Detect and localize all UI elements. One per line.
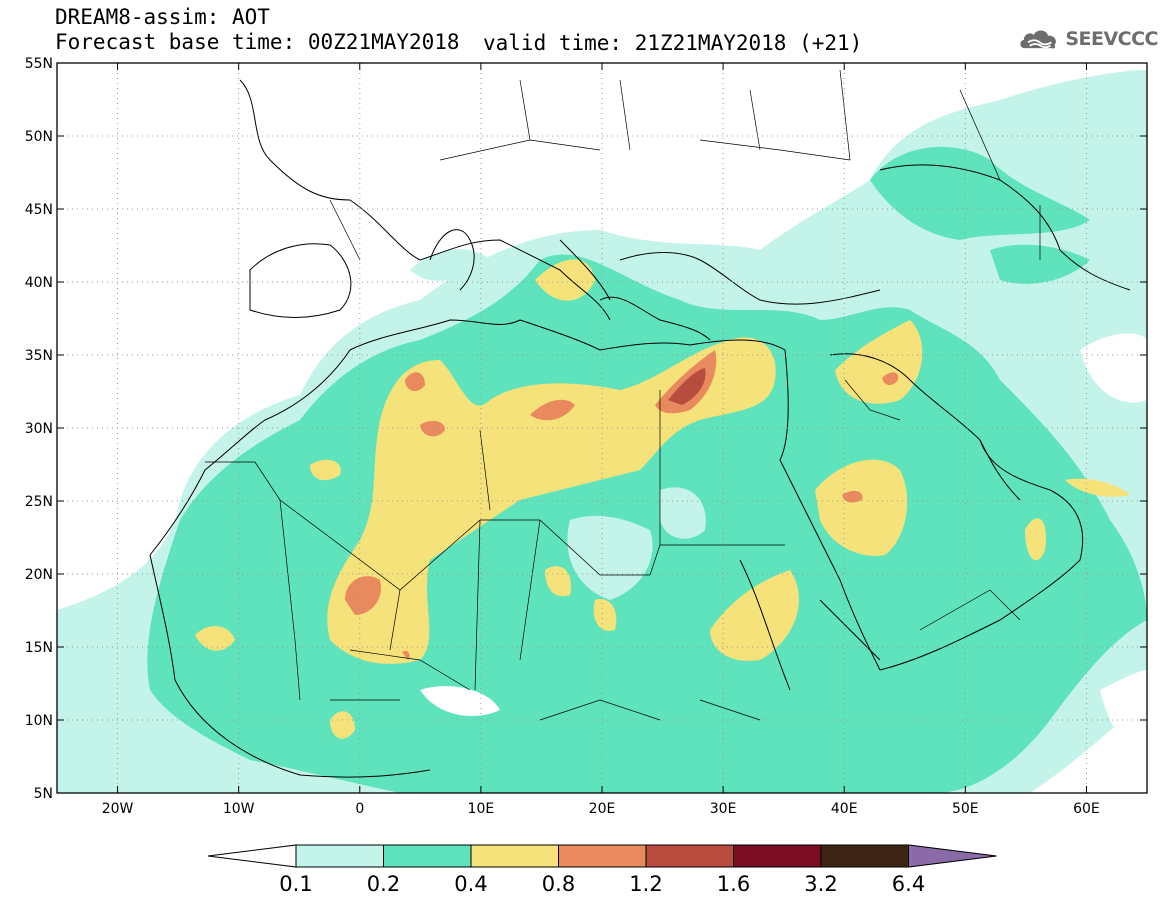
lat-label: 55N [25,56,53,72]
lon-label: 20E [589,801,616,817]
colorbar-label: 1.6 [717,872,750,896]
cloud-icon [1020,30,1056,49]
lon-label: 20W [102,801,134,817]
latitude-axis: 5N 10N 15N 20N 25N 30N 35N 40N 45N 50N 55N [25,56,1147,802]
lon-label: 10E [468,801,495,817]
lat-label: 10N [25,713,53,729]
colorbar-swatch [470,844,559,868]
colorbar: 0.1 0.2 0.4 0.8 1.2 1.6 3.2 6.4 [207,844,997,896]
lat-label: 25N [25,494,53,510]
lon-label: 40E [831,801,858,817]
colorbar-swatch [295,844,384,868]
lon-label: 0 [355,801,364,817]
logo-text: SEEVCCC [1065,28,1158,50]
lat-label: 45N [25,202,53,218]
valid-time: valid time: 21Z21MAY2018 (+21) [483,31,863,55]
aot-level-1.2 [668,368,706,405]
colorbar-label: 0.1 [279,872,312,896]
colorbar-label: 0.8 [542,872,575,896]
colorbar-swatch [645,844,734,868]
title-line-2: Forecast base time: 00Z21MAY2018 [55,30,460,54]
lat-label: 5N [34,786,53,802]
lat-label: 50N [25,129,53,145]
coastlines [149,79,1131,778]
lat-label: 40N [25,275,53,291]
colorbar-over-triangle [908,844,997,868]
country-borders [205,69,1041,721]
aot-level-0.4 [195,259,1130,739]
lat-label: 30N [25,421,53,437]
colorbar-label: 0.2 [367,872,400,896]
lon-label: 10W [223,801,255,817]
colorbar-label: 1.2 [629,872,662,896]
colorbar-under-triangle [207,844,297,868]
colorbar-swatch [733,844,822,868]
gridlines [57,63,1147,793]
seevccc-logo: SEEVCCC [1018,22,1158,56]
colorbar-swatch [383,844,472,868]
aot-field [57,70,1147,793]
title-line-1: DREAM8-assim: AOT [55,5,270,29]
colorbar-label: 0.4 [454,872,487,896]
lon-label: 30E [710,801,737,817]
colorbar-label: 3.2 [804,872,837,896]
colorbar-swatch [558,844,647,868]
longitude-axis: 20W 10W 0 10E 20E 30E 40E 50E 60E [102,63,1100,817]
lon-label: 50E [952,801,979,817]
lat-label: 15N [25,640,53,656]
colorbar-label: 6.4 [892,872,925,896]
lat-label: 35N [25,348,53,364]
lon-label: 60E [1073,801,1100,817]
aot-holes [420,333,1147,760]
colorbar-swatch [820,844,909,868]
lat-label: 20N [25,567,53,583]
